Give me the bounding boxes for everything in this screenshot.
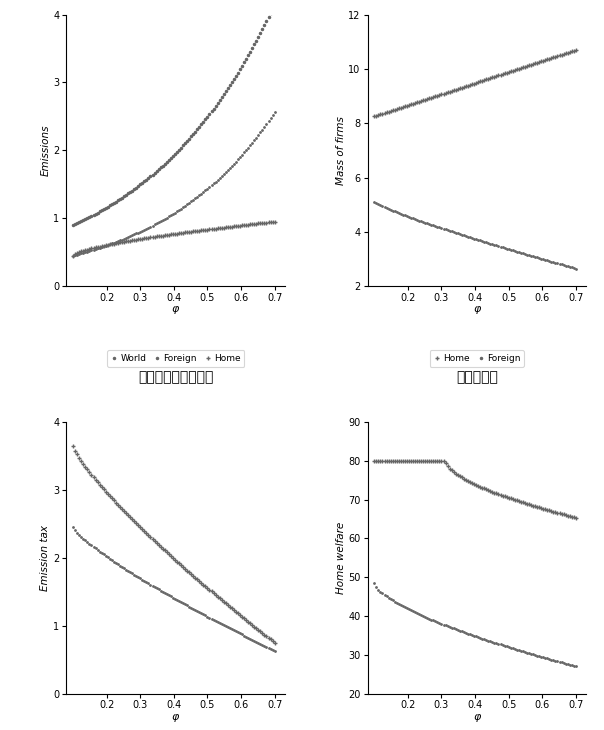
X-axis label: φ: φ — [172, 304, 179, 315]
Legend: Home, Foreign: Home, Foreign — [429, 350, 524, 366]
Y-axis label: Mass of firms: Mass of firms — [336, 116, 345, 185]
X-axis label: φ: φ — [172, 712, 179, 722]
Y-axis label: Emissions: Emissions — [40, 125, 51, 176]
X-axis label: φ: φ — [473, 304, 480, 315]
Legend: World, Foreign, Home: World, Foreign, Home — [107, 350, 245, 366]
Y-axis label: Emission tax: Emission tax — [40, 525, 51, 591]
Text: 温室効果ガス排出量: 温室効果ガス排出量 — [138, 370, 213, 384]
Y-axis label: Home welfare: Home welfare — [336, 522, 345, 593]
X-axis label: φ: φ — [473, 712, 480, 722]
Text: 立地企業数: 立地企業数 — [456, 370, 498, 384]
